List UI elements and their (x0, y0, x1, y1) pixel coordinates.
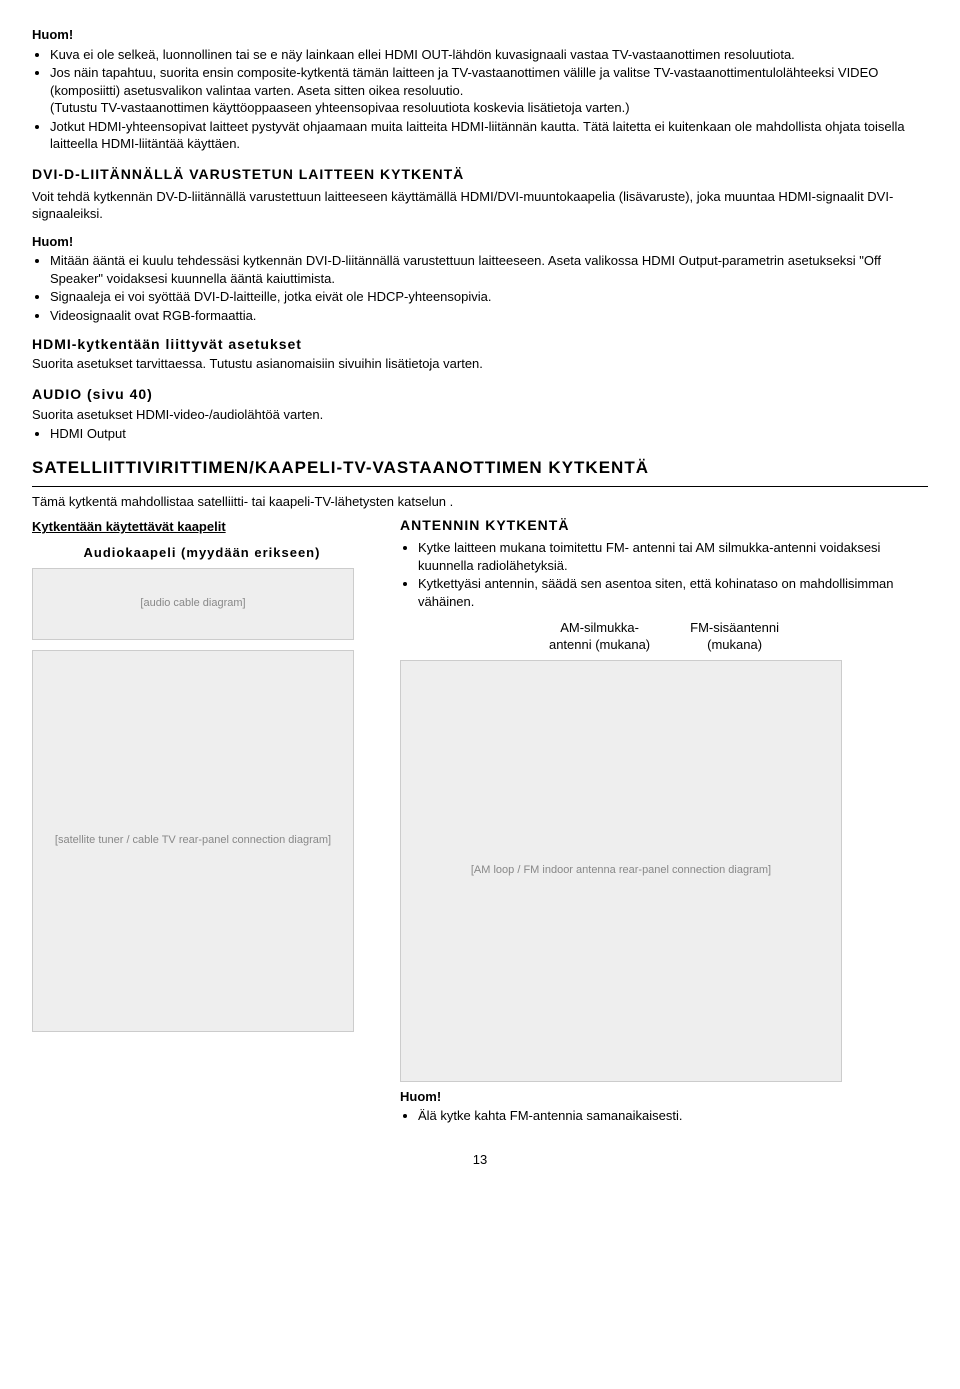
fm-antenna-label: FM-sisäantenni (mukana) (690, 619, 779, 654)
note-1-item: Jos näin tapahtuu, suorita ensin composi… (50, 64, 928, 117)
note-1-item: Kuva ei ole selkeä, luonnollinen tai se … (50, 46, 928, 64)
fm-label-line1: FM-sisäantenni (690, 620, 779, 635)
note-1-text: (Tutustu TV-vastaanottimen käyttöoppaase… (50, 100, 630, 115)
hdmi-settings-paragraph: Suorita asetukset tarvittaessa. Tutustu … (32, 355, 928, 373)
antenna-heading: ANTENNIN KYTKENTÄ (400, 516, 928, 535)
note-3-title: Huom! (400, 1088, 928, 1106)
antenna-item: Kytkettyäsi antennin, säädä sen asentoa … (418, 575, 928, 610)
note-1-list: Kuva ei ole selkeä, luonnollinen tai se … (32, 46, 928, 153)
satellite-connection-diagram: [satellite tuner / cable TV rear-panel c… (32, 650, 354, 1032)
note-2-item: Videosignaalit ovat RGB-formaattia. (50, 307, 928, 325)
am-label-line2: antenni (mukana) (549, 637, 650, 652)
audiocable-label: Audiokaapeli (myydään erikseen) (32, 544, 372, 562)
cables-heading: Kytkentään käytettävät kaapelit (32, 518, 372, 536)
note-1-text: Jos näin tapahtuu, suorita ensin composi… (50, 65, 878, 98)
note-2-list: Mitään ääntä ei kuulu tehdessäsi kytkenn… (32, 252, 928, 324)
am-label-line1: AM-silmukka- (560, 620, 639, 635)
dvid-heading: DVI-D-LIITÄNNÄLLÄ VARUSTETUN LAITTEEN KY… (32, 165, 928, 184)
note-1-title: Huom! (32, 26, 928, 44)
satellite-heading: SATELLIITTIVIRITTIMEN/KAAPELI-TV-VASTAAN… (32, 457, 928, 480)
satellite-paragraph: Tämä kytkentä mahdollistaa satelliitti- … (32, 493, 928, 511)
audio-heading: AUDIO (sivu 40) (32, 385, 928, 404)
note-2-item: Mitään ääntä ei kuulu tehdessäsi kytkenn… (50, 252, 928, 287)
note-3-item: Älä kytke kahta FM-antennia samanaikaise… (418, 1107, 928, 1125)
antenna-list: Kytke laitteen mukana toimitettu FM- ant… (400, 539, 928, 610)
page-number: 13 (32, 1151, 928, 1169)
note-2-item: Signaaleja ei voi syöttää DVI-D-laitteil… (50, 288, 928, 306)
audio-item: HDMI Output (50, 425, 928, 443)
note-3-list: Älä kytke kahta FM-antennia samanaikaise… (400, 1107, 928, 1125)
antenna-connection-diagram: [AM loop / FM indoor antenna rear-panel … (400, 660, 842, 1082)
hdmi-settings-heading: HDMI-kytkentään liittyvät asetukset (32, 335, 928, 354)
note-2-title: Huom! (32, 233, 928, 251)
audio-cable-diagram: [audio cable diagram] (32, 568, 354, 640)
fm-label-line2: (mukana) (707, 637, 762, 652)
note-1-item: Jotkut HDMI-yhteensopivat laitteet pysty… (50, 118, 928, 153)
section-divider (32, 486, 928, 487)
audio-paragraph: Suorita asetukset HDMI-video-/audiolähtö… (32, 406, 928, 424)
audio-list: HDMI Output (32, 425, 928, 443)
am-antenna-label: AM-silmukka- antenni (mukana) (549, 619, 650, 654)
dvid-paragraph: Voit tehdä kytkennän DV-D-liitännällä va… (32, 188, 928, 223)
antenna-item: Kytke laitteen mukana toimitettu FM- ant… (418, 539, 928, 574)
